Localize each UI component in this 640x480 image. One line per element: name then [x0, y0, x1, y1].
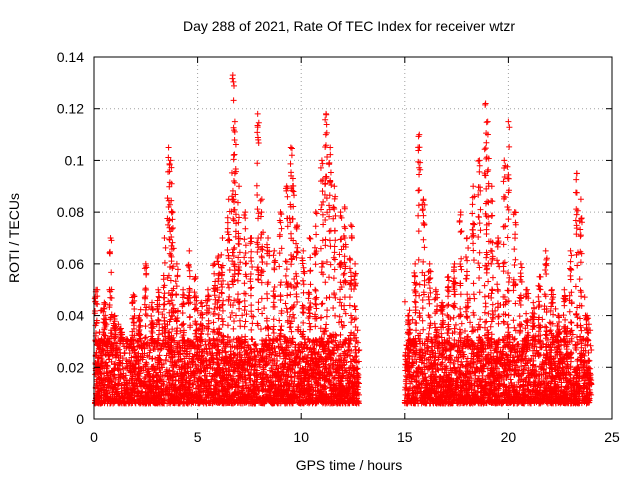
chart-title: Day 288 of 2021, Rate Of TEC Index for r…: [183, 18, 515, 34]
roti-point: [450, 314, 457, 321]
roti-point: [261, 305, 268, 312]
roti-point: [224, 322, 231, 329]
roti-point: [119, 355, 126, 362]
roti-point: [171, 381, 178, 388]
roti-point: [353, 353, 360, 360]
roti-point: [115, 321, 122, 328]
roti-point: [187, 364, 194, 371]
roti-point: [588, 346, 595, 353]
roti-point: [262, 362, 269, 369]
roti-point: [175, 353, 182, 360]
roti-point: [213, 355, 220, 362]
roti-point: [346, 294, 353, 301]
roti-point: [333, 332, 340, 339]
roti-point: [406, 307, 413, 314]
roti-point: [160, 360, 167, 367]
roti-point: [345, 365, 352, 372]
roti-point: [505, 312, 512, 319]
roti-point: [587, 342, 594, 349]
roti-point: [255, 306, 262, 313]
roti-point: [488, 318, 495, 325]
roti-point: [355, 347, 362, 354]
roti-point: [347, 312, 354, 319]
roti-point: [116, 357, 123, 364]
roti-point: [263, 355, 270, 362]
data-points: [91, 72, 595, 407]
roti-point: [227, 314, 234, 321]
roti-point: [250, 313, 257, 320]
roti-point: [452, 321, 459, 328]
roti-point: [219, 307, 226, 314]
roti-point: [546, 319, 553, 326]
roti-point: [263, 353, 270, 360]
roti-point: [239, 312, 246, 319]
roti-point: [272, 366, 279, 373]
roti-point: [292, 341, 299, 348]
roti-point: [270, 316, 277, 323]
roti-point: [149, 355, 156, 362]
roti-point: [352, 343, 359, 350]
roti-point: [210, 319, 217, 326]
roti-point: [339, 324, 346, 331]
roti-point: [300, 356, 307, 363]
roti-point: [581, 294, 588, 301]
roti-point: [413, 327, 420, 334]
